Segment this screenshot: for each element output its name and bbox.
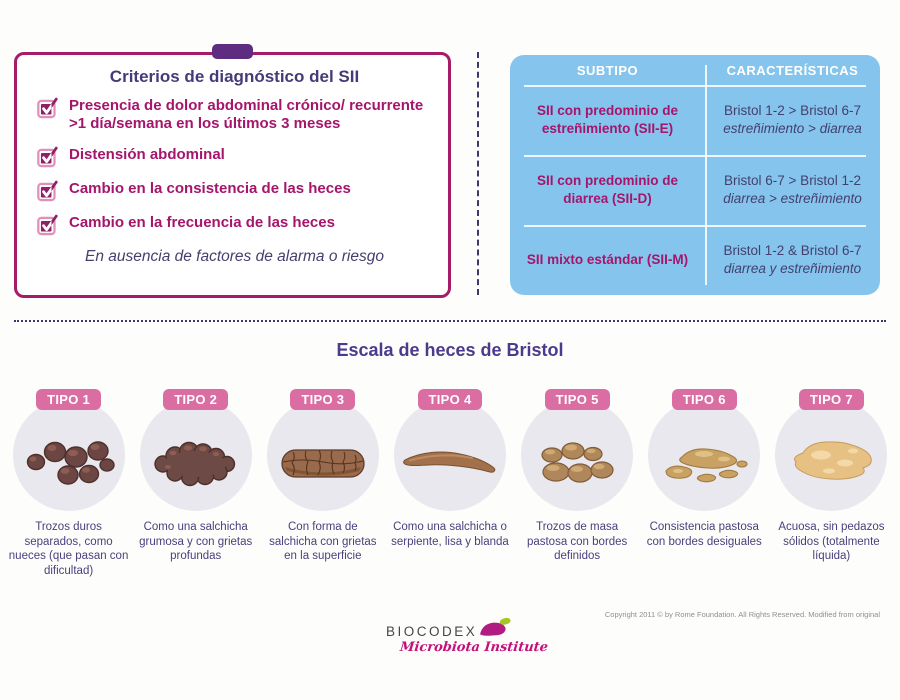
bristol-type-1: TIPO 1 Trozos duros separad bbox=[5, 389, 132, 579]
table-cell-caracteristicas: Bristol 6-7 > Bristol 1-2 diarrea > estr… bbox=[705, 155, 880, 225]
stool-illustration-type-1 bbox=[26, 441, 115, 485]
criteria-item: Cambio en la frecuencia de las heces bbox=[37, 214, 432, 236]
type-badge: TIPO 1 bbox=[36, 389, 102, 410]
box-top-tab bbox=[212, 44, 253, 59]
type-description: Consistencia pastosa con bordes desigual… bbox=[646, 521, 762, 548]
caracteristica-line1: Bristol 6-7 > Bristol 1-2 bbox=[724, 173, 861, 189]
caracteristica-line2: diarrea y estreñimiento bbox=[723, 261, 862, 276]
type-badge: TIPO 4 bbox=[417, 389, 483, 410]
subtipo-label: SII con predominio de estreñimiento (SII… bbox=[536, 103, 678, 136]
criteria-footnote: En ausencia de factores de alarma o ries… bbox=[85, 247, 384, 265]
bristol-type-5: TIPO 5 Trozos de masa pastosa con bordes bbox=[514, 389, 641, 579]
criteria-box: Criterios de diagnóstico del SII Presenc… bbox=[14, 52, 451, 298]
table-header-subtipo: SUBTIPO bbox=[576, 62, 639, 78]
bristol-type-4: TIPO 4 Como una salchicha o serpiente, l… bbox=[386, 389, 513, 579]
stool-illustration-type-4 bbox=[403, 451, 496, 473]
table-cell-subtipo: SII con predominio de estreñimiento (SII… bbox=[510, 85, 705, 155]
criteria-item-label: Cambio en la consistencia de las heces bbox=[69, 179, 351, 197]
caracteristica-line1: Bristol 1-2 > Bristol 6-7 bbox=[724, 103, 861, 119]
checkbox-checked-icon bbox=[37, 146, 58, 167]
type-description: Acuosa, sin pedazos sólidos (totalmente … bbox=[778, 521, 885, 563]
criteria-item: Presencia de dolor abdominal crónico/ re… bbox=[37, 97, 432, 134]
stool-illustration-type-7 bbox=[794, 441, 873, 480]
biocodex-petals-icon bbox=[480, 617, 511, 636]
bristol-type-6: TIPO 6 Consistencia pastosa bbox=[641, 389, 768, 579]
stool-illustration-type-3 bbox=[281, 449, 365, 478]
checkbox-checked-icon bbox=[37, 180, 58, 201]
criteria-title: Criterios de diagnóstico del SII bbox=[109, 67, 360, 86]
table-header-caracteristicas: CARACTERÍSTICAS bbox=[726, 62, 859, 78]
caracteristica-line2: estreñimiento > diarrea bbox=[723, 121, 862, 136]
table-cell-caracteristicas: Bristol 1-2 > Bristol 6-7 estreñimiento … bbox=[705, 85, 880, 155]
horizontal-dotted-divider bbox=[14, 320, 886, 322]
brand-name: BIOCODEX bbox=[386, 624, 478, 639]
type-circle bbox=[266, 399, 379, 511]
checkbox-checked-icon bbox=[37, 214, 58, 235]
type-badge: TIPO 3 bbox=[290, 389, 356, 410]
type-description: Trozos de masa pastosa con bordes defini… bbox=[526, 521, 628, 563]
type-circle bbox=[393, 399, 506, 511]
table-divider bbox=[524, 155, 866, 157]
type-description: Como una salchicha grumosa y con grietas… bbox=[139, 521, 253, 563]
bristol-type-2: TIPO 2 Como una bbox=[132, 389, 259, 579]
type-circle bbox=[775, 399, 888, 511]
criteria-item: Distensión abdominal bbox=[37, 146, 432, 168]
type-badge: TIPO 5 bbox=[544, 389, 610, 410]
biocodex-logo: BIOCODEX Microbiota Institute bbox=[386, 617, 549, 655]
stool-illustration-type-5 bbox=[541, 442, 614, 483]
criteria-item-label: Presencia de dolor abdominal crónico/ re… bbox=[69, 97, 424, 133]
table-cell-subtipo: SII mixto estándar (SII-M) bbox=[510, 225, 705, 295]
criteria-item-label: Distensión abdominal bbox=[69, 145, 225, 163]
table-divider bbox=[524, 225, 866, 227]
criteria-item: Cambio en la consistencia de las heces bbox=[37, 180, 432, 202]
table-divider bbox=[705, 65, 707, 285]
stool-illustration-type-6 bbox=[665, 448, 748, 483]
stool-illustration-type-2 bbox=[154, 441, 235, 487]
bristol-title: Escala de heces de Bristol bbox=[336, 340, 564, 360]
type-description: Con forma de salchicha con grietas en la… bbox=[269, 521, 377, 563]
type-circle bbox=[139, 399, 252, 511]
bristol-type-3: TIPO 3 Con forma de salchicha con grieta… bbox=[259, 389, 386, 579]
brand-subtitle: Microbiota Institute bbox=[399, 640, 549, 655]
subtype-table: SUBTIPO CARACTERÍSTICAS SII con predomin… bbox=[510, 55, 880, 295]
type-description: Trozos duros separados, como nueces (que… bbox=[8, 521, 129, 578]
checkbox-checked-icon bbox=[37, 97, 58, 119]
table-cell-caracteristicas: Bristol 1-2 & Bristol 6-7 diarrea y estr… bbox=[705, 225, 880, 295]
type-circle bbox=[12, 399, 125, 511]
subtipo-label: SII con predominio de diarrea (SII-D) bbox=[536, 173, 678, 206]
caracteristica-line2: diarrea > estreñimiento bbox=[723, 191, 862, 206]
copyright-text: Copyright 2011 © by Rome Foundation. All… bbox=[604, 610, 880, 619]
caracteristica-line1: Bristol 1-2 & Bristol 6-7 bbox=[723, 243, 862, 259]
table-divider bbox=[524, 85, 866, 87]
vertical-dashed-divider bbox=[477, 52, 479, 295]
bristol-type-7: TIPO 7 Acuosa, sin pedazos sólidos (tota… bbox=[768, 389, 895, 579]
subtipo-label: SII mixto estándar (SII-M) bbox=[526, 252, 689, 268]
table-cell-subtipo: SII con predominio de diarrea (SII-D) bbox=[510, 155, 705, 225]
type-description: Como una salchicha o serpiente, lisa y b… bbox=[391, 521, 509, 548]
type-circle bbox=[521, 399, 634, 511]
type-circle bbox=[648, 399, 761, 511]
criteria-item-label: Cambio en la frecuencia de las heces bbox=[69, 213, 335, 231]
type-badge: TIPO 7 bbox=[798, 389, 864, 410]
bristol-types-row: TIPO 1 Trozos duros separad bbox=[5, 389, 895, 579]
type-badge: TIPO 2 bbox=[163, 389, 229, 410]
type-badge: TIPO 6 bbox=[671, 389, 737, 410]
